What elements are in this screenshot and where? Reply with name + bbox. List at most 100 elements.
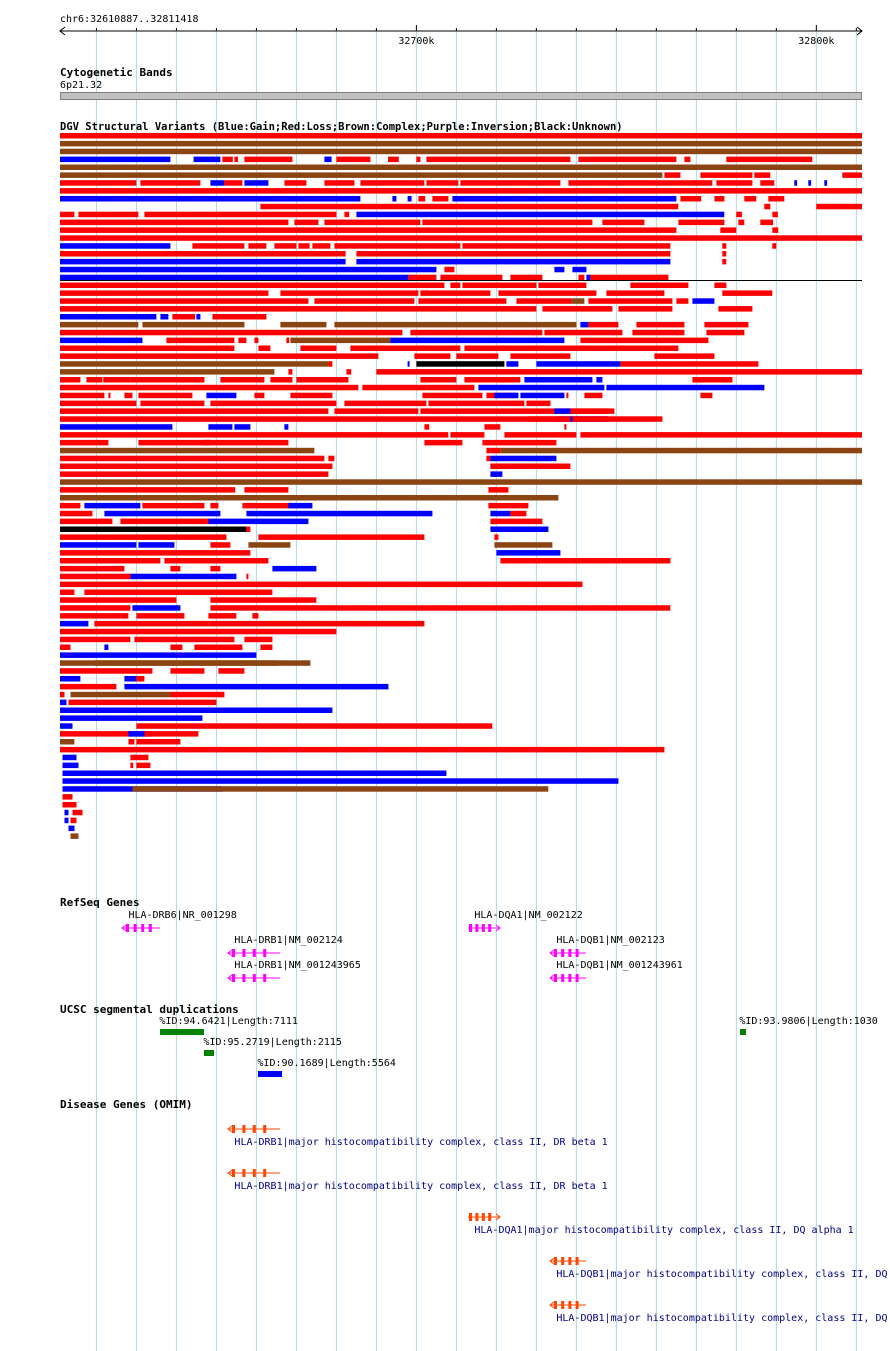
sv-gain[interactable] <box>794 180 798 186</box>
sv-loss[interactable] <box>328 361 333 367</box>
sv-loss[interactable] <box>60 550 251 556</box>
sv-gain[interactable] <box>390 337 565 344</box>
sv-loss[interactable] <box>210 542 231 548</box>
sv-loss[interactable] <box>218 668 245 674</box>
sv-loss[interactable] <box>408 274 437 281</box>
sv-loss[interactable] <box>416 416 571 422</box>
sv-loss[interactable] <box>60 581 583 588</box>
sv-gain[interactable] <box>272 565 317 572</box>
sv-gain[interactable] <box>60 723 73 729</box>
sv-complex[interactable] <box>60 164 862 171</box>
sv-loss[interactable] <box>258 345 271 352</box>
sv-complex[interactable] <box>500 447 862 454</box>
sv-loss[interactable] <box>772 243 777 249</box>
segdup-bar[interactable] <box>204 1050 215 1056</box>
sv-gain[interactable] <box>596 377 603 383</box>
sv-loss[interactable] <box>103 377 131 383</box>
sv-gain[interactable] <box>586 274 591 281</box>
sv-loss[interactable] <box>428 400 525 407</box>
sv-gain[interactable] <box>60 652 257 658</box>
sv-gain[interactable] <box>478 384 605 391</box>
sv-gain[interactable] <box>62 778 619 784</box>
sv-gain[interactable] <box>130 573 237 580</box>
sv-loss[interactable] <box>60 377 81 383</box>
sv-loss[interactable] <box>60 180 137 186</box>
sv-loss[interactable] <box>494 534 499 540</box>
sv-loss[interactable] <box>450 282 461 289</box>
gene-model[interactable] <box>546 947 590 959</box>
sv-loss[interactable] <box>578 274 585 281</box>
sv-loss[interactable] <box>60 534 227 540</box>
sv-loss[interactable] <box>510 510 527 517</box>
sv-loss[interactable] <box>328 455 335 462</box>
sv-loss[interactable] <box>60 471 329 477</box>
sv-loss[interactable] <box>704 321 749 328</box>
sv-gain[interactable] <box>284 424 289 430</box>
sv-loss[interactable] <box>568 180 713 186</box>
refseq-gene-label[interactable]: HLA-DRB1|NM_002124 <box>234 935 343 946</box>
sv-loss[interactable] <box>760 180 775 186</box>
gene-model[interactable] <box>464 1211 504 1223</box>
sv-loss[interactable] <box>60 463 333 470</box>
sv-loss[interactable] <box>280 290 419 296</box>
sv-gain[interactable] <box>193 156 221 163</box>
sv-loss[interactable] <box>60 251 346 257</box>
sv-loss[interactable] <box>60 565 125 572</box>
sv-loss[interactable] <box>138 392 193 399</box>
sv-gain[interactable] <box>580 321 589 328</box>
sv-loss[interactable] <box>432 196 449 202</box>
sv-loss[interactable] <box>60 518 113 525</box>
sv-complex[interactable] <box>60 495 559 501</box>
sv-loss[interactable] <box>588 298 673 304</box>
sv-loss[interactable] <box>738 219 745 226</box>
sv-loss[interactable] <box>208 613 237 619</box>
sv-loss[interactable] <box>60 746 665 753</box>
sv-gain[interactable] <box>196 314 201 320</box>
sv-gain[interactable] <box>244 180 269 186</box>
gene-model[interactable] <box>224 1167 284 1179</box>
sv-loss[interactable] <box>60 668 153 674</box>
segdup-bar[interactable] <box>258 1071 283 1077</box>
sv-complex[interactable] <box>60 479 862 485</box>
sv-loss[interactable] <box>344 400 427 407</box>
sv-complex[interactable] <box>334 321 577 328</box>
sv-loss[interactable] <box>144 731 153 737</box>
sv-loss[interactable] <box>500 558 671 564</box>
sv-loss[interactable] <box>136 739 181 745</box>
sv-loss[interactable] <box>588 321 619 328</box>
sv-loss[interactable] <box>700 392 713 399</box>
sv-loss[interactable] <box>676 298 689 304</box>
sv-loss[interactable] <box>526 400 551 407</box>
sv-loss[interactable] <box>60 211 75 218</box>
sv-loss[interactable] <box>60 392 105 399</box>
gene-model[interactable] <box>224 1123 284 1135</box>
sv-loss[interactable] <box>60 628 337 635</box>
sv-loss[interactable] <box>130 377 137 383</box>
sv-loss[interactable] <box>60 691 65 698</box>
sv-complex[interactable] <box>60 361 329 367</box>
sv-complex[interactable] <box>132 786 549 792</box>
sv-loss[interactable] <box>258 534 425 540</box>
sv-loss[interactable] <box>334 408 419 414</box>
gene-model[interactable] <box>546 972 590 984</box>
sv-gain[interactable] <box>490 455 557 462</box>
sv-loss[interactable] <box>490 463 571 470</box>
sv-loss[interactable] <box>86 377 103 383</box>
sv-gain[interactable] <box>60 266 437 273</box>
sv-gain[interactable] <box>490 510 511 517</box>
sv-loss[interactable] <box>60 298 309 304</box>
sv-loss[interactable] <box>60 133 862 139</box>
sv-loss[interactable] <box>140 400 205 407</box>
sv-loss[interactable] <box>578 156 677 163</box>
sv-loss[interactable] <box>60 329 343 336</box>
sv-loss[interactable] <box>136 676 145 682</box>
sv-loss[interactable] <box>78 211 139 218</box>
sv-gain[interactable] <box>496 550 561 556</box>
sv-loss[interactable] <box>164 558 269 564</box>
sv-loss[interactable] <box>542 306 613 312</box>
sv-loss[interactable] <box>60 290 269 296</box>
sv-loss[interactable] <box>144 211 337 218</box>
sv-loss[interactable] <box>170 565 181 572</box>
sv-loss[interactable] <box>60 636 131 643</box>
sv-loss[interactable] <box>172 314 196 320</box>
